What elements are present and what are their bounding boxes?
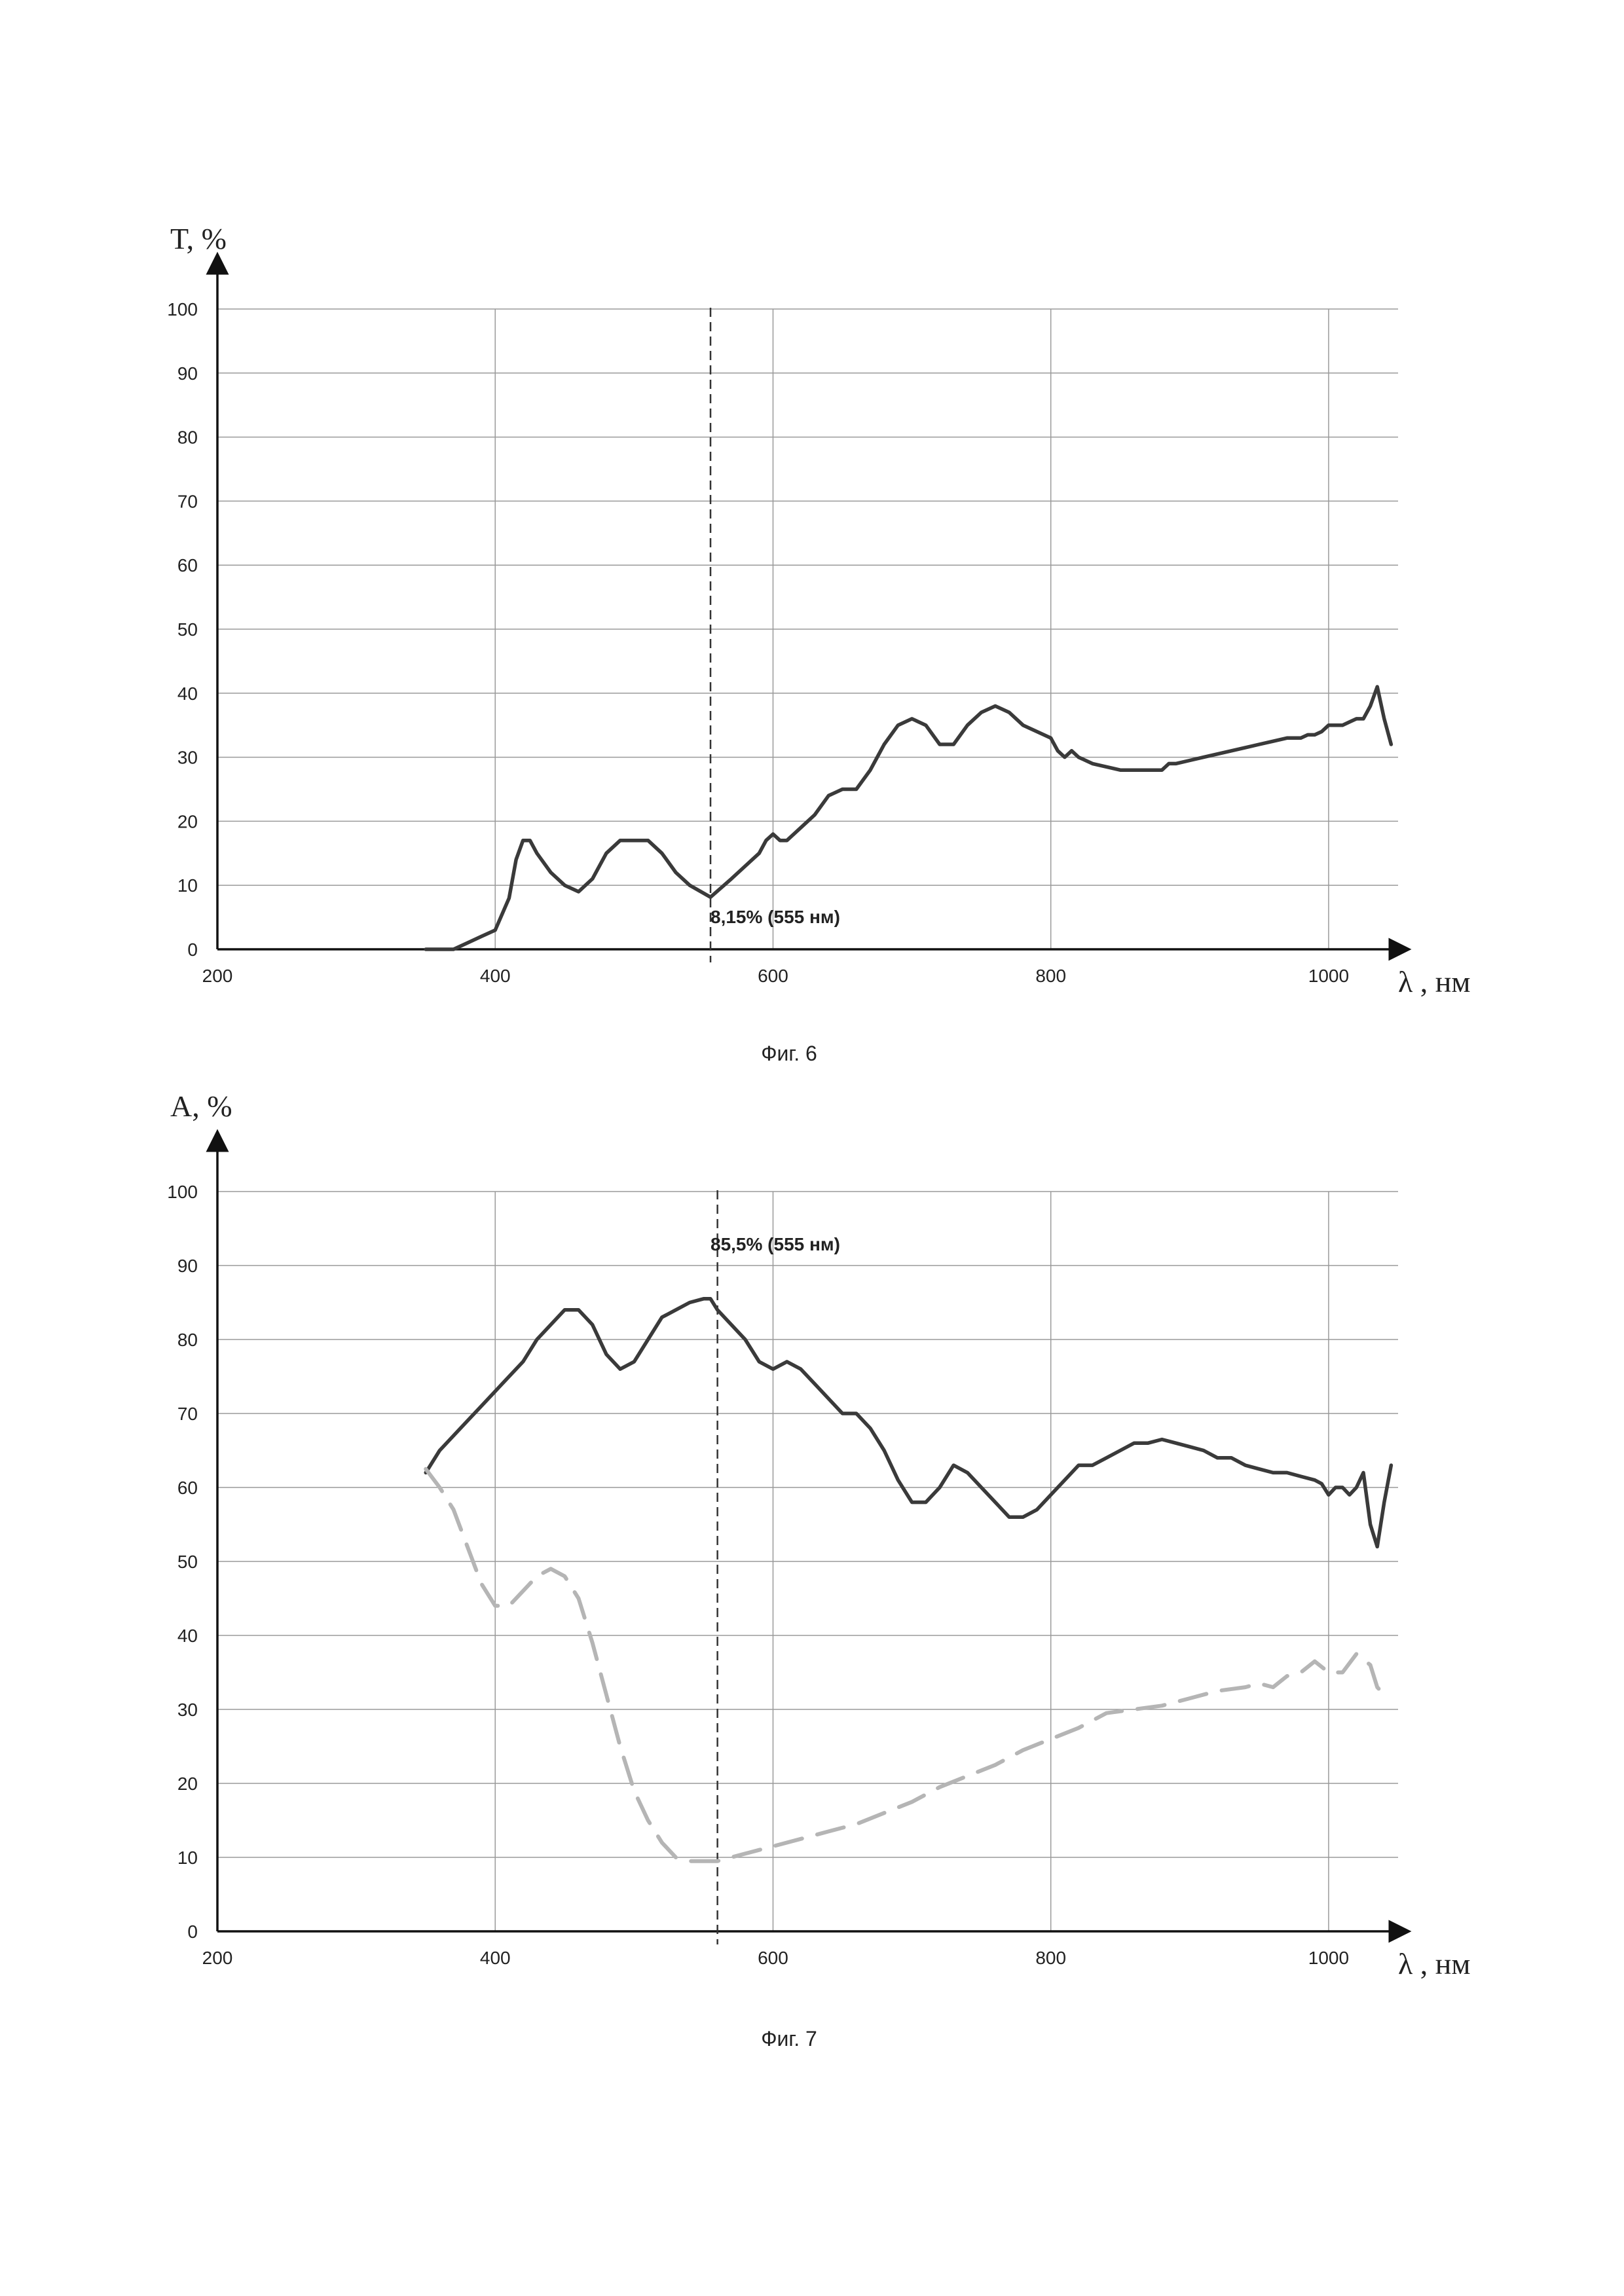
y-tick-label: 80 [177,428,198,448]
y-tick-label: 70 [177,491,198,511]
series-line-solid [426,1299,1391,1547]
x-tick-label: 600 [758,966,788,986]
marker-annotation: 85,5% (555 нм) [710,1234,840,1254]
y-tick-label: 0 [187,939,198,960]
y-tick-label: 40 [177,1626,198,1646]
figure-caption: Фиг. 7 [761,2027,817,2050]
y-axis-title: A, % [170,1089,232,1123]
y-tick-label: 50 [177,1552,198,1572]
x-tick-label: 400 [480,1948,511,1968]
y-tick-label: 90 [177,1256,198,1276]
x-tick-label: 800 [1035,966,1066,986]
y-tick-label: 10 [177,875,198,896]
y-tick-label: 40 [177,683,198,704]
y-tick-label: 60 [177,1478,198,1498]
y-tick-label: 90 [177,363,198,384]
y-tick-label: 20 [177,811,198,831]
x-tick-label: 200 [202,966,233,986]
y-tick-label: 10 [177,1848,198,1868]
y-axis-title: T, % [170,222,227,255]
y-tick-label: 100 [167,299,198,319]
absorption-chart: 0 10 20 30 40 50 60 70 80 90 100 200 400 600 800 1000 A,… [167,1089,1470,2050]
y-tick-label: 30 [177,1700,198,1720]
x-tick-label: 600 [758,1948,788,1968]
x-tick-label: 400 [480,966,511,986]
x-tick-label: 200 [202,1948,233,1968]
y-tick-label: 80 [177,1330,198,1350]
y-tick-label: 70 [177,1404,198,1424]
figure-caption: Фиг. 6 [761,1042,817,1065]
x-axis-title: λ , нм [1398,1947,1471,1980]
x-tick-label: 800 [1035,1948,1066,1968]
x-tick-label: 1000 [1308,1948,1349,1968]
y-tick-label: 60 [177,555,198,575]
marker-annotation: 8,15% (555 нм) [710,907,840,927]
x-axis-title: λ , нм [1398,965,1471,998]
transmission-chart: 0 10 20 30 40 50 60 70 80 90 100 200 400 600 800 1000 T,… [167,222,1470,1065]
series-line-dashed [426,1469,1391,1861]
y-tick-label: 20 [177,1774,198,1794]
series-line-solid [426,687,1391,949]
y-tick-label: 0 [187,1922,198,1942]
x-tick-label: 1000 [1308,966,1349,986]
y-tick-label: 30 [177,748,198,768]
y-tick-label: 50 [177,619,198,640]
y-tick-label: 100 [167,1182,198,1202]
